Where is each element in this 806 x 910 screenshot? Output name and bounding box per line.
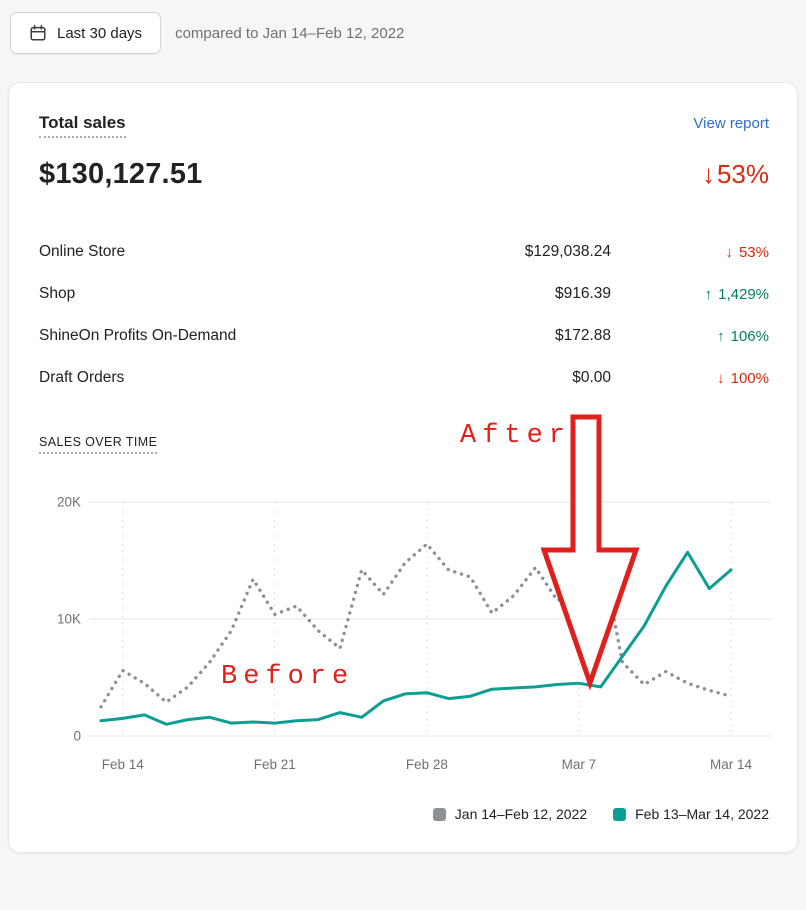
svg-text:Feb 28: Feb 28 <box>406 757 448 772</box>
card-title: Total sales <box>39 113 126 138</box>
total-sales-card: Total sales View report $130,127.51 ↓53%… <box>8 82 798 853</box>
annotation-after-text: After <box>460 421 572 451</box>
svg-text:10K: 10K <box>57 612 81 627</box>
date-range-label: Last 30 days <box>57 24 143 42</box>
legend-item-previous-period: Jan 14–Feb 12, 2022 <box>432 806 588 822</box>
svg-text:Mar 14: Mar 14 <box>710 757 753 772</box>
down-arrow-icon: ↓ <box>701 159 715 189</box>
row-change: ↑ 1,429% <box>705 286 769 303</box>
change-value: 1,429% <box>718 285 769 303</box>
row-value: $129,038.24 <box>524 243 611 260</box>
calendar-icon <box>29 24 47 42</box>
down-arrow-icon: ↓ <box>717 369 725 387</box>
legend-swatch-gray <box>432 807 446 821</box>
row-change: ↑ 106% <box>717 328 769 345</box>
sales-over-time-chart: 0 10K 20K Feb 14 Feb 21 Feb 28 Mar 7 Mar 14 Aft… <box>39 414 771 778</box>
svg-text:Feb 21: Feb 21 <box>254 757 296 772</box>
legend-item-current-period: Feb 13–Mar 14, 2022 <box>613 806 769 822</box>
total-change-value: 53% <box>716 159 769 189</box>
down-arrow-icon: ↓ <box>725 243 733 261</box>
total-amount: $130,127.51 <box>39 158 203 190</box>
line-chart: 0 10K 20K Feb 14 Feb 21 Feb 28 Mar 7 Mar 14 <box>57 495 771 772</box>
sales-row-shop: Shop $916.39 ↑ 1,429% <box>39 273 769 315</box>
legend-label: Feb 13–Mar 14, 2022 <box>635 806 769 822</box>
svg-text:Mar 7: Mar 7 <box>562 757 597 772</box>
compared-to-text: compared to Jan 14–Feb 12, 2022 <box>175 24 405 42</box>
chart-legend: Jan 14–Feb 12, 2022 Feb 13–Mar 14, 2022 <box>39 806 769 822</box>
up-arrow-icon: ↑ <box>717 327 725 345</box>
row-label: Shop <box>39 285 76 302</box>
sales-over-time-label: SALES OVER TIME <box>39 435 158 454</box>
card-header: Total sales View report <box>39 113 769 138</box>
toolbar: Last 30 days compared to Jan 14–Feb 12, … <box>10 12 798 54</box>
sales-breakdown: Online Store $129,038.24 ↓ 53% Shop $916.… <box>39 231 769 399</box>
row-label: ShineOn Profits On-Demand <box>39 327 237 344</box>
svg-text:20K: 20K <box>57 495 81 510</box>
total-change: ↓53% <box>702 159 769 190</box>
row-change: ↓ 100% <box>717 370 769 387</box>
sales-row-shineon: ShineOn Profits On-Demand $172.88 ↑ 106% <box>39 315 769 357</box>
row-label: Online Store <box>39 243 126 260</box>
legend-swatch-teal <box>613 807 627 821</box>
amount-row: $130,127.51 ↓53% <box>39 158 769 191</box>
view-report-link[interactable]: View report <box>693 115 769 132</box>
row-value: $172.88 <box>554 327 611 344</box>
sales-row-draft-orders: Draft Orders $0.00 ↓ 100% <box>39 357 769 399</box>
change-value: 53% <box>738 243 769 261</box>
legend-label: Jan 14–Feb 12, 2022 <box>454 806 588 822</box>
sales-row-online-store: Online Store $129,038.24 ↓ 53% <box>39 231 769 273</box>
date-range-button[interactable]: Last 30 days <box>10 12 162 54</box>
row-value: $916.39 <box>554 285 611 302</box>
row-value: $0.00 <box>572 369 611 386</box>
up-arrow-icon: ↑ <box>704 285 713 303</box>
change-value: 106% <box>730 327 769 345</box>
svg-text:0: 0 <box>73 729 81 744</box>
row-change: ↓ 53% <box>725 244 769 261</box>
svg-text:Feb 14: Feb 14 <box>102 757 145 772</box>
change-value: 100% <box>730 369 769 387</box>
row-label: Draft Orders <box>39 369 125 386</box>
